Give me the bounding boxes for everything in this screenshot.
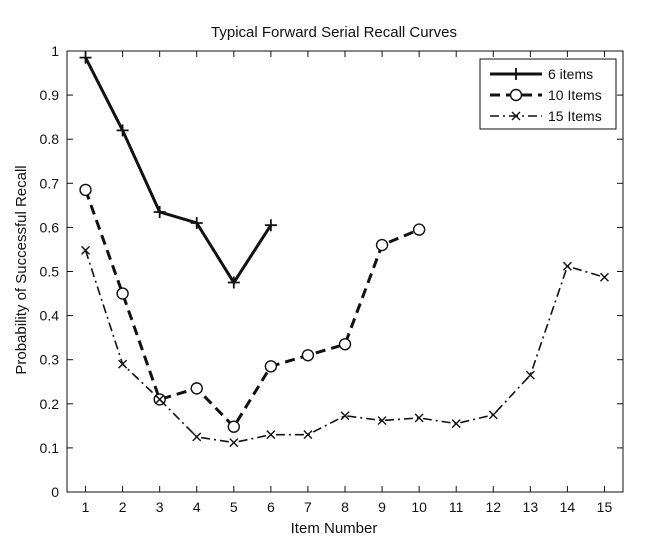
data-point xyxy=(190,382,203,395)
data-point xyxy=(79,51,92,64)
legend-label: 6 items xyxy=(548,66,593,82)
data-point xyxy=(227,420,241,433)
legend: 6 items 10 Items 15 Items xyxy=(479,58,617,130)
data-point xyxy=(118,359,128,369)
x-tick-label: 15 xyxy=(597,499,613,515)
y-axis-label: Probability of Successful Recall xyxy=(13,165,30,374)
data-point xyxy=(229,438,239,448)
data-point xyxy=(412,223,426,236)
data-point xyxy=(599,272,609,282)
data-point xyxy=(266,430,276,440)
series-line xyxy=(84,189,420,429)
y-tick-label: 0.2 xyxy=(40,396,60,412)
data-point xyxy=(116,124,129,137)
y-tick-label: 0.9 xyxy=(40,87,60,103)
x-tick-label: 13 xyxy=(523,499,539,515)
y-tick-label: 1 xyxy=(51,43,59,59)
data-point xyxy=(414,413,424,423)
series-6-items xyxy=(79,51,277,289)
data-point xyxy=(451,419,461,429)
legend-marker xyxy=(510,68,522,80)
data-point xyxy=(264,360,278,373)
data-point xyxy=(303,430,313,440)
x-tick-label: 5 xyxy=(230,499,238,515)
series-line xyxy=(84,250,605,444)
data-point xyxy=(301,349,315,362)
x-tick-label: 10 xyxy=(411,499,427,515)
y-tick-label: 0.5 xyxy=(40,264,60,280)
data-point xyxy=(377,416,387,426)
x-tick-label: 14 xyxy=(560,499,576,515)
x-tick-label: 7 xyxy=(304,499,312,515)
x-tick-label: 2 xyxy=(119,499,127,515)
plot-area: 00.10.20.30.40.50.60.70.80.911 2 3 4 5 6 7 8 9 10… xyxy=(40,43,624,515)
y-tick-label: 0.3 xyxy=(40,352,60,368)
data-point xyxy=(264,219,277,232)
data-point xyxy=(525,370,535,380)
legend-label: 10 Items xyxy=(548,87,602,103)
data-point xyxy=(338,338,352,351)
data-point xyxy=(153,205,166,218)
x-tick-label: 8 xyxy=(341,499,349,515)
legend-label: 15 Items xyxy=(548,108,602,124)
y-tick-label: 0.6 xyxy=(40,219,60,235)
x-tick-label: 9 xyxy=(378,499,386,515)
y-tick-label: 0.7 xyxy=(40,175,60,191)
data-point xyxy=(375,238,389,252)
data-point xyxy=(190,216,203,229)
y-tick-label: 0.1 xyxy=(40,440,60,456)
data-point xyxy=(340,411,350,421)
data-point xyxy=(79,183,92,197)
series-layer xyxy=(79,51,609,448)
data-point xyxy=(488,410,498,420)
x-tick-label: 11 xyxy=(449,499,464,515)
y-tick-label: 0 xyxy=(51,484,59,500)
y-tick-label: 0.4 xyxy=(40,308,60,324)
data-point xyxy=(155,394,165,404)
x-axis-label: Item Number xyxy=(291,520,378,537)
data-point xyxy=(116,287,129,300)
series-15-items xyxy=(81,245,609,448)
data-point xyxy=(81,245,91,255)
legend-marker xyxy=(511,111,521,121)
chart-title: Typical Forward Serial Recall Curves xyxy=(211,24,457,41)
data-point xyxy=(227,276,240,289)
x-tick-label: 6 xyxy=(267,499,275,515)
y-tick-label: 0.8 xyxy=(40,131,60,147)
legend-marker xyxy=(509,88,523,102)
data-point xyxy=(562,261,572,271)
x-tick-label: 12 xyxy=(485,499,501,515)
series-line xyxy=(84,56,273,285)
series-10-items xyxy=(79,183,426,433)
x-tick-label: 1 xyxy=(82,499,90,515)
legend-box xyxy=(479,58,617,130)
x-tick-label: 4 xyxy=(193,499,201,515)
x-tick-label: 3 xyxy=(156,499,164,515)
data-point xyxy=(192,432,202,442)
